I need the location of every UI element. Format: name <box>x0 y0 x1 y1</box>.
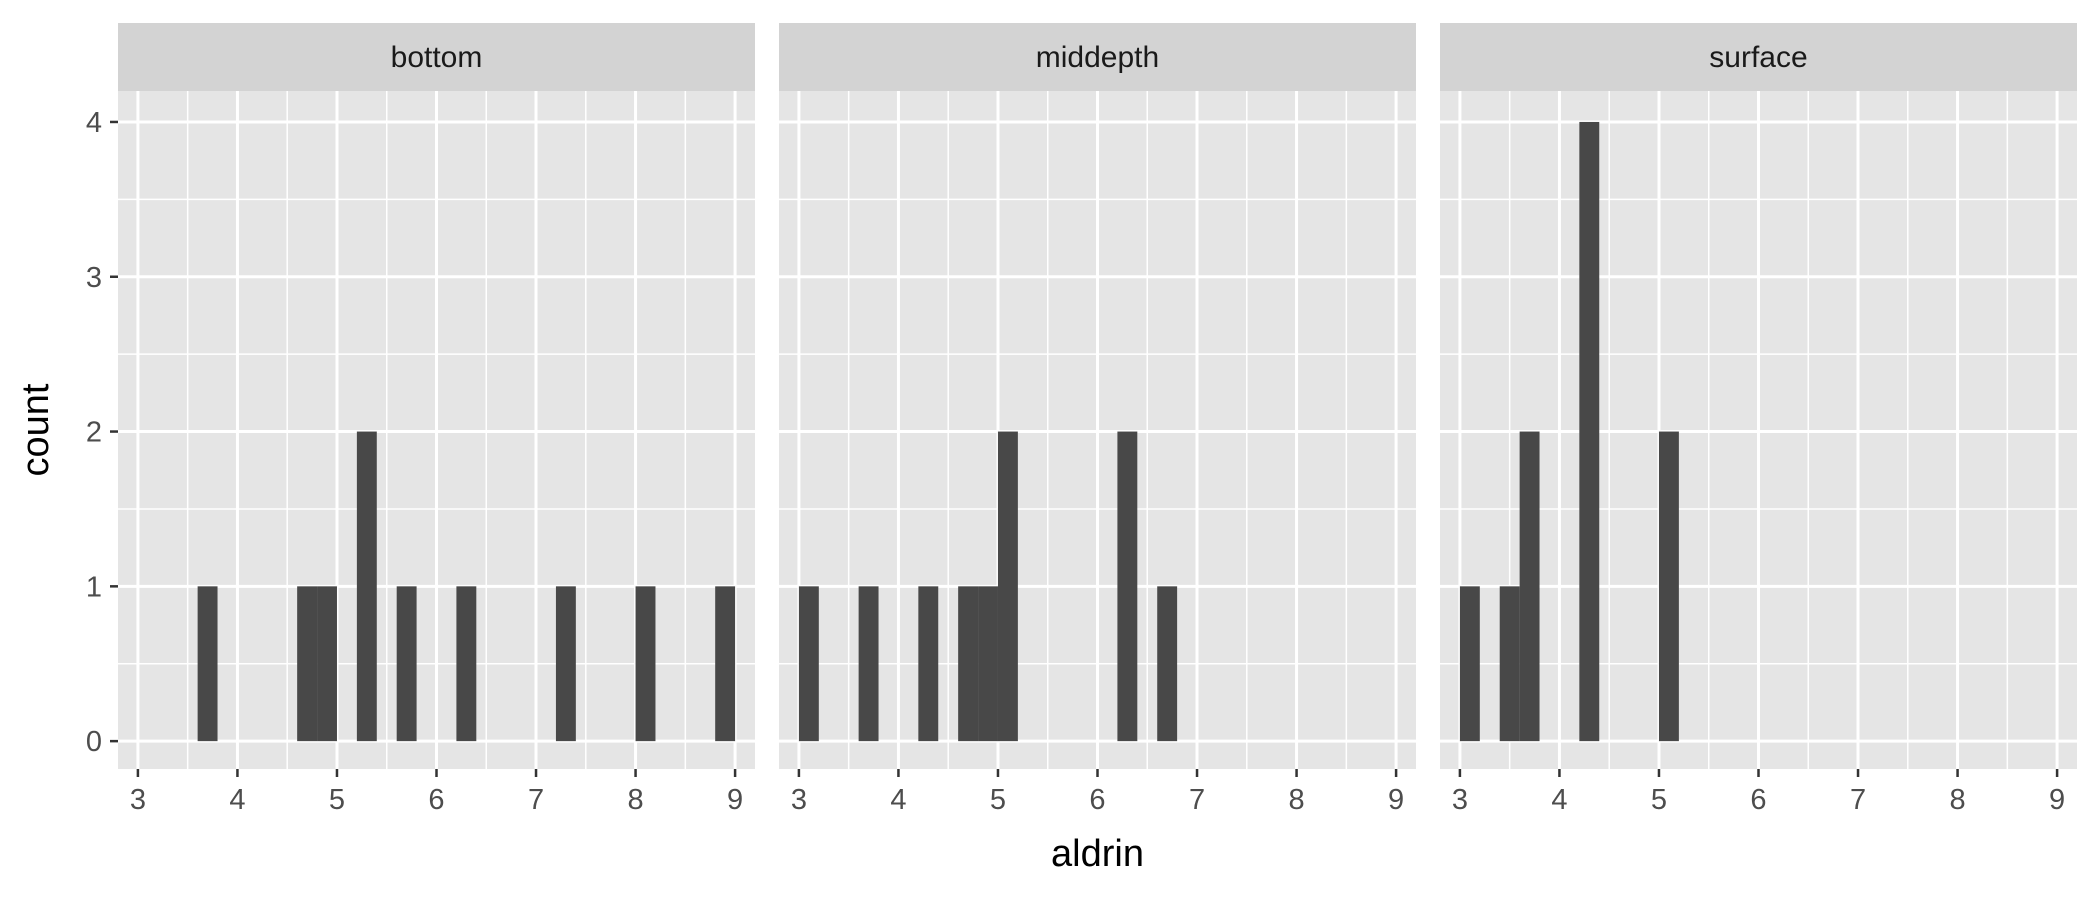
histogram-bar <box>958 586 979 742</box>
x-tick-label: 4 <box>890 784 906 816</box>
histogram-bar <box>396 586 417 742</box>
histogram-bar <box>1459 586 1480 742</box>
y-tick-label: 0 <box>86 726 102 758</box>
histogram-bar <box>1117 431 1138 742</box>
y-tick-label: 4 <box>86 107 102 139</box>
histogram-bar <box>978 586 998 742</box>
histogram-bar <box>555 586 576 742</box>
x-tick-label: 9 <box>2049 784 2065 816</box>
x-tick-label: 3 <box>130 784 146 816</box>
histogram-bar <box>197 586 218 742</box>
histogram-bar <box>1157 586 1178 742</box>
x-tick-label: 4 <box>229 784 245 816</box>
histogram-bar <box>456 586 477 742</box>
x-tick-label: 3 <box>1452 784 1468 816</box>
histogram-bar <box>918 586 939 742</box>
histogram-bar <box>858 586 879 742</box>
facet-strip-label: surface <box>1709 41 1807 74</box>
x-tick-label: 6 <box>1750 784 1766 816</box>
facet-strip <box>779 23 1416 91</box>
x-tick-label: 8 <box>1949 784 1965 816</box>
x-axis-title: aldrin <box>1051 833 1144 875</box>
histogram-bar <box>1499 586 1520 742</box>
facet-strip <box>1440 23 2077 91</box>
histogram-bar <box>635 586 656 742</box>
x-tick-label: 9 <box>727 784 743 816</box>
x-tick-label: 6 <box>428 784 444 816</box>
x-tick-label: 9 <box>1388 784 1404 816</box>
x-tick-label: 7 <box>1189 784 1205 816</box>
histogram-bar <box>715 586 736 742</box>
histogram-bar <box>317 586 337 742</box>
histogram-bar <box>356 431 377 742</box>
facet-panel-bottom: bottom 3 4 5 6 7 8 9 <box>118 23 755 816</box>
x-tick-label: 7 <box>528 784 544 816</box>
facet-strip-label: bottom <box>391 41 483 74</box>
y-tick-label: 1 <box>86 571 102 603</box>
histogram-bar <box>1579 121 1600 742</box>
facet-strip-label: middepth <box>1036 41 1159 74</box>
histogram-bar <box>1658 431 1679 742</box>
x-tick-label: 8 <box>1288 784 1304 816</box>
x-tick-label: 5 <box>329 784 345 816</box>
facet-panels: bottom 3 4 5 6 7 8 9 middepth 3 4 5 6 7 8 9 surface 3 4 5 6 7… <box>118 23 2077 816</box>
facet-panel-surface: surface 3 4 5 6 7 8 9 <box>1440 23 2077 816</box>
x-tick-label: 7 <box>1850 784 1866 816</box>
x-tick-label: 5 <box>990 784 1006 816</box>
x-tick-label: 5 <box>1651 784 1667 816</box>
histogram-bar <box>798 586 819 742</box>
x-tick-label: 8 <box>627 784 643 816</box>
x-tick-label: 3 <box>791 784 807 816</box>
facet-panel-middepth: middepth 3 4 5 6 7 8 9 <box>779 23 1416 816</box>
y-axis-title: count <box>15 383 57 476</box>
histogram-bar <box>997 431 1018 742</box>
y-axis: 0 1 2 3 4 <box>86 107 118 758</box>
facet-strip <box>118 23 755 91</box>
y-tick-label: 3 <box>86 262 102 294</box>
x-tick-label: 4 <box>1551 784 1567 816</box>
histogram-bar <box>1519 431 1540 742</box>
y-tick-label: 2 <box>86 417 102 449</box>
x-tick-label: 6 <box>1089 784 1105 816</box>
histogram-bar <box>297 586 318 742</box>
